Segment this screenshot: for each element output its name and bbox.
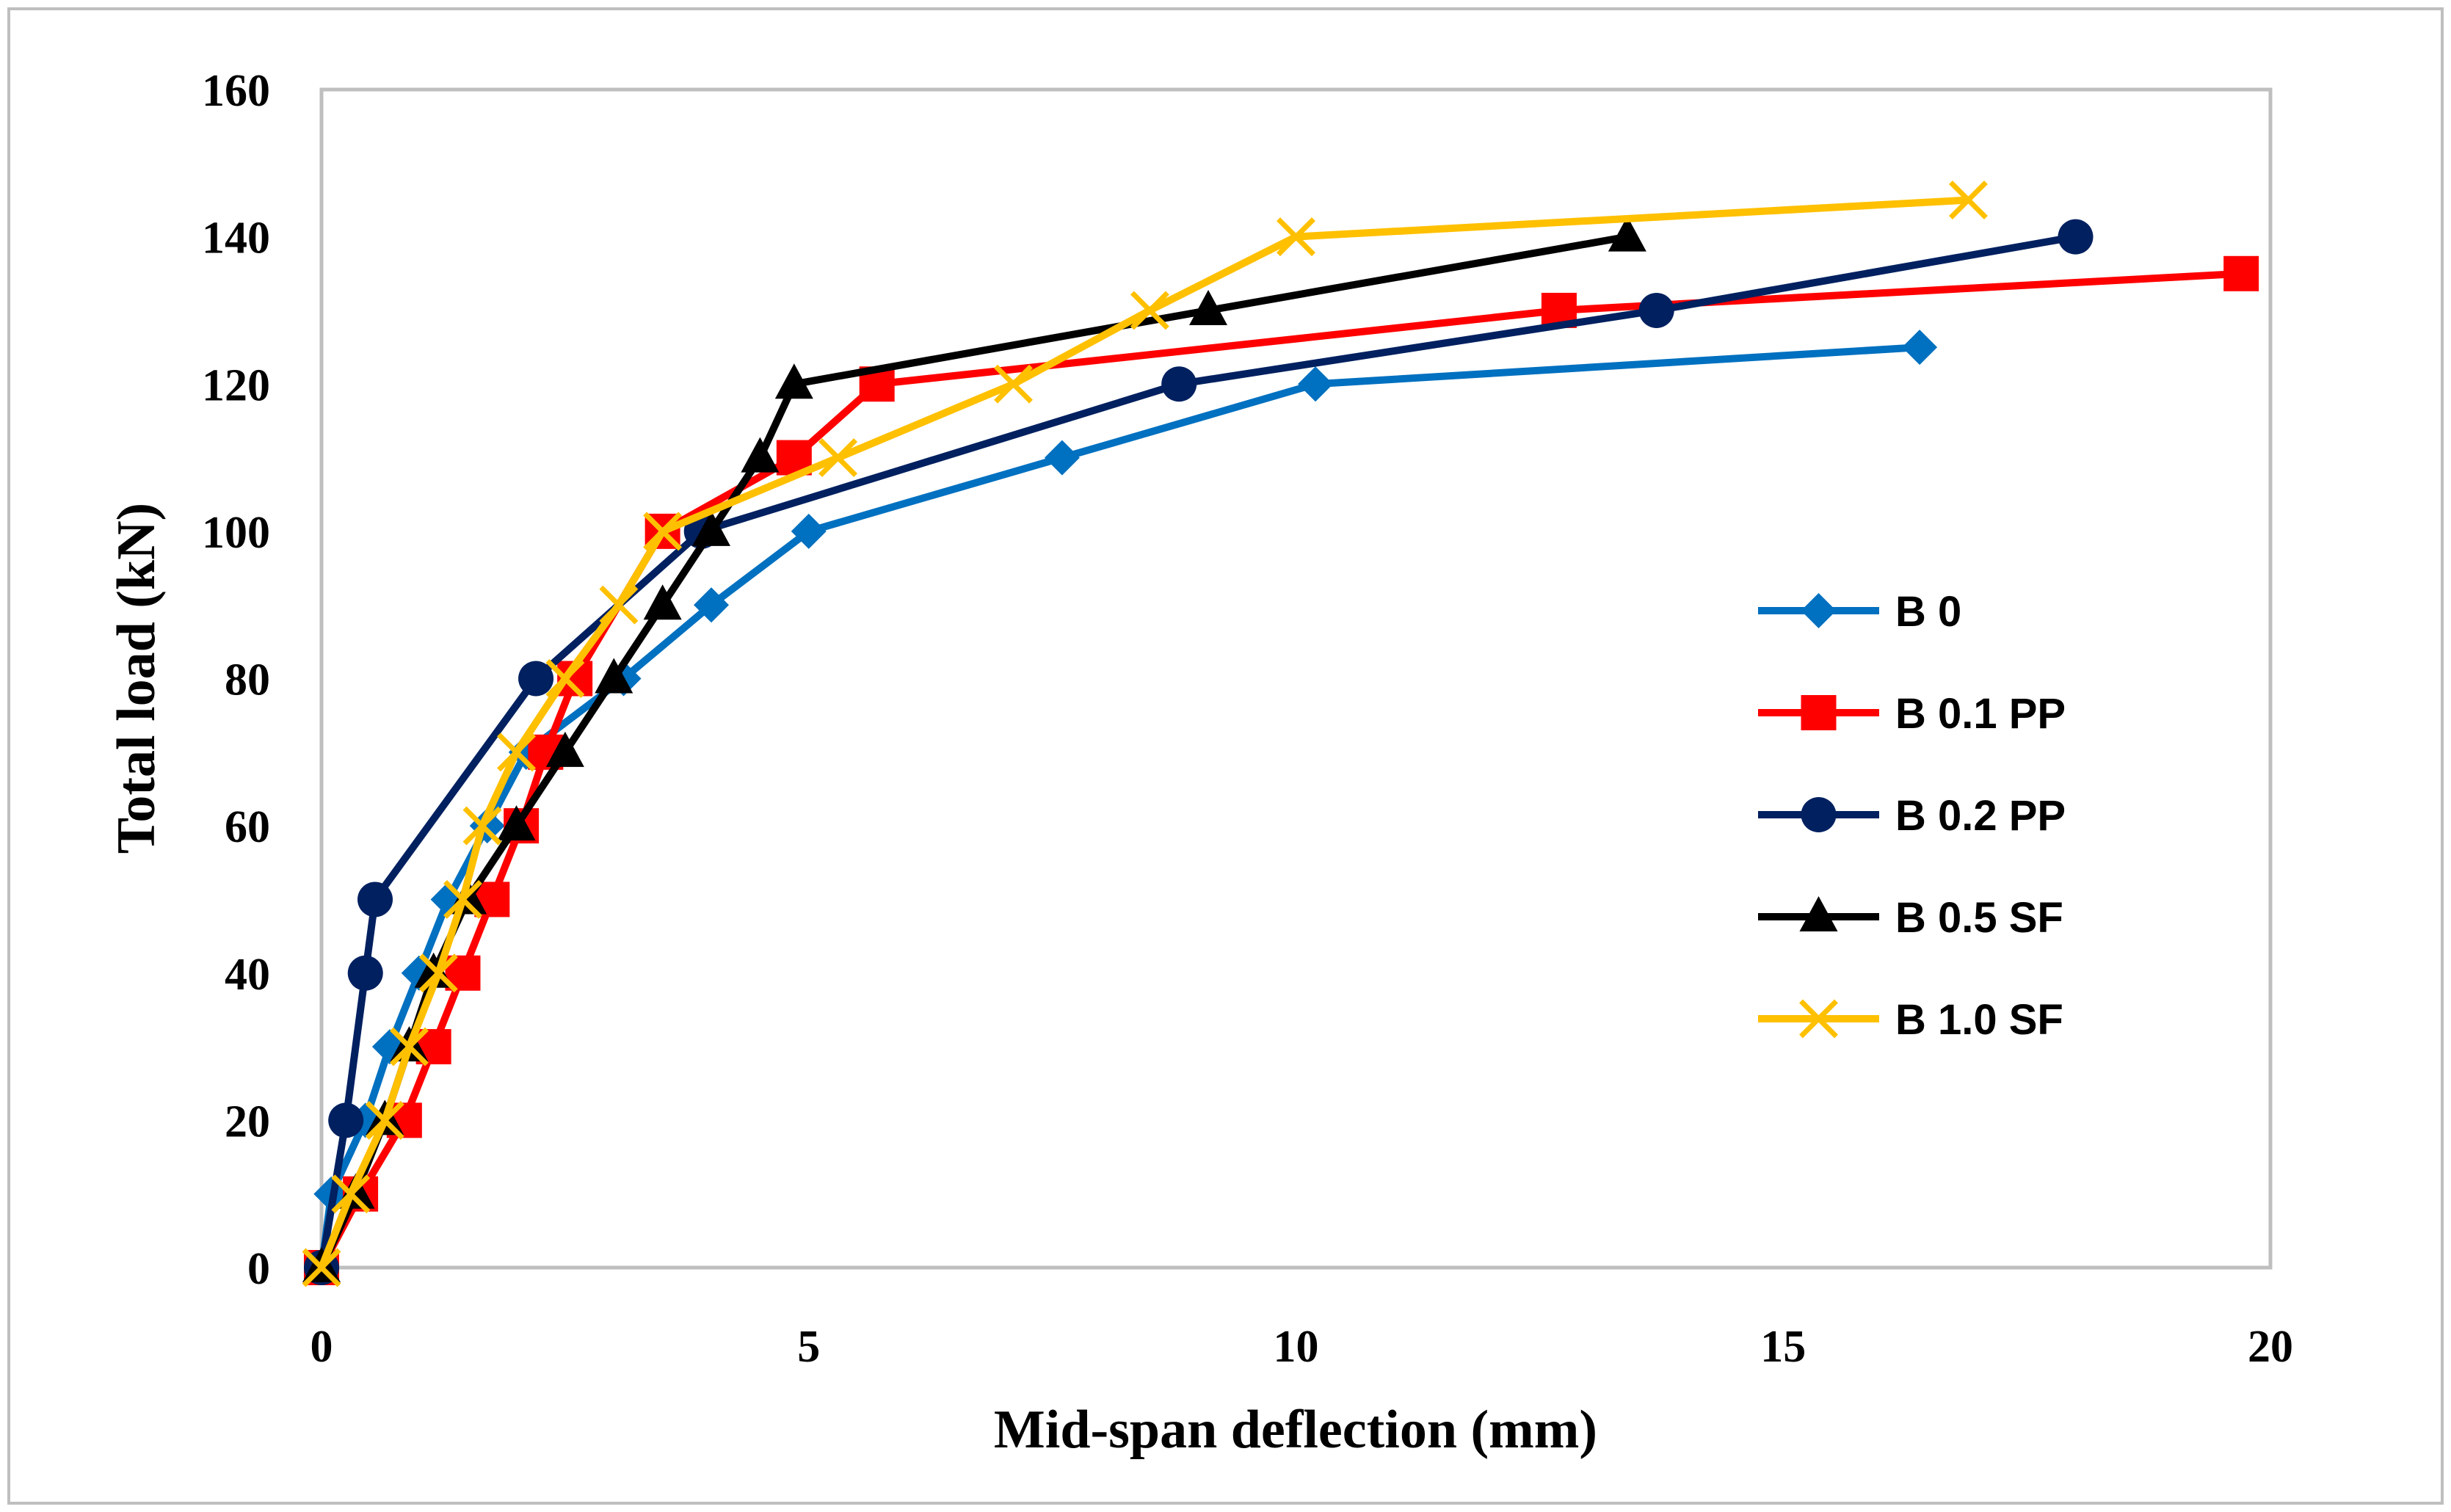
y-tick-label: 100 xyxy=(202,508,270,558)
data-point-b-1-0-sf xyxy=(331,1174,371,1214)
legend-label: B 0 xyxy=(1895,588,1961,636)
data-point-b-1-0-sf xyxy=(599,585,639,625)
legend-label: B 1.0 SF xyxy=(1895,996,2063,1044)
x-tick-label: 20 xyxy=(2248,1322,2293,1372)
data-point-b-0-5-sf xyxy=(692,510,730,546)
y-tick-label: 60 xyxy=(225,802,270,852)
data-point-b-0-5-sf xyxy=(1189,289,1228,325)
data-point-b-0-5-sf xyxy=(1608,216,1646,252)
data-point-b-0-2-pp xyxy=(1161,366,1197,402)
data-point-b-1-0-sf xyxy=(462,806,502,846)
legend-item-b-0-5-sf: B 0.5 SF xyxy=(1758,894,2063,942)
legend-label: B 0.5 SF xyxy=(1895,894,2063,942)
legend-item-b-0: B 0 xyxy=(1758,588,1961,636)
data-point-b-1-0-sf xyxy=(443,879,482,919)
legend-marker xyxy=(1799,999,1838,1039)
data-point-b-0-5-sf xyxy=(774,363,813,399)
data-point-b-0-2-pp xyxy=(1638,292,1674,328)
series-b-1-0-sf xyxy=(302,180,1988,1287)
data-point-b-1-0-sf xyxy=(994,364,1034,404)
data-point-b-0 xyxy=(1298,366,1334,402)
x-tick-label: 10 xyxy=(1274,1322,1319,1372)
legend-item-b-1-0-sf: B 1.0 SF xyxy=(1758,996,2063,1044)
data-point-b-1-0-sf xyxy=(643,512,683,551)
legend: B 0 B 0.1 PP B 0.2 PP B 0.5 SF B 1.0 SF xyxy=(1758,588,2066,1044)
y-tick-label: 120 xyxy=(202,360,270,410)
data-point-b-0 xyxy=(791,513,827,549)
y-axis-title: Total load (kN) xyxy=(106,503,167,854)
data-point-b-1-0-sf xyxy=(418,953,458,993)
data-point-b-1-0-sf xyxy=(1130,291,1169,330)
data-point-b-0-5-sf xyxy=(741,437,780,473)
data-point-b-0-2-pp xyxy=(2058,219,2094,255)
y-tick-label: 40 xyxy=(225,950,270,1000)
legend-marker xyxy=(1799,896,1838,931)
data-point-b-1-0-sf xyxy=(497,733,536,772)
series-layer xyxy=(302,180,2259,1287)
data-point-b-0-2-pp xyxy=(328,1102,364,1138)
y-tick-label: 20 xyxy=(225,1097,270,1146)
data-point-b-0-1-pp xyxy=(2223,255,2259,291)
y-tick-labels: 0 20 40 60 80 100 120 140 160 xyxy=(202,66,270,1294)
data-point-b-1-0-sf xyxy=(1277,217,1315,257)
data-point-b-1-0-sf xyxy=(545,659,585,698)
x-tick-labels: 0 5 10 15 20 xyxy=(311,1322,2294,1372)
data-point-b-0-2-pp xyxy=(357,882,393,917)
data-point-b-0-5-sf xyxy=(497,805,536,841)
data-point-b-0 xyxy=(694,587,729,623)
data-point-b-0-2-pp xyxy=(347,955,383,991)
data-point-b-0-5-sf xyxy=(545,731,584,767)
legend-item-b-0-1-pp: B 0.1 PP xyxy=(1758,690,2066,738)
y-tick-label: 0 xyxy=(247,1244,270,1294)
data-point-b-0-2-pp xyxy=(518,661,554,697)
x-tick-label: 5 xyxy=(797,1322,820,1372)
legend-item-b-0-2-pp: B 0.2 PP xyxy=(1758,792,2066,840)
data-point-b-0 xyxy=(1902,330,1938,366)
y-tick-label: 160 xyxy=(202,66,270,116)
data-point-b-1-0-sf xyxy=(390,1027,429,1066)
plot-area xyxy=(319,87,2273,1270)
data-point-b-0 xyxy=(1044,440,1080,476)
data-point-b-0-5-sf xyxy=(643,584,682,620)
series-line-b-1-0-sf xyxy=(318,196,1972,1271)
legend-label: B 0.1 PP xyxy=(1895,690,2066,738)
data-point-b-0-5-sf xyxy=(595,658,633,694)
legend-label: B 0.2 PP xyxy=(1895,792,2066,840)
legend-marker xyxy=(1801,797,1837,832)
x-tick-label: 0 xyxy=(311,1322,333,1372)
y-tick-label: 80 xyxy=(225,655,270,705)
data-point-b-1-0-sf xyxy=(818,438,858,478)
legend-marker xyxy=(1801,695,1837,730)
series-b-0-2-pp xyxy=(304,219,2094,1285)
legend-marker xyxy=(1801,593,1837,628)
y-tick-label: 140 xyxy=(202,214,270,263)
data-point-b-1-0-sf xyxy=(302,1248,341,1287)
data-point-b-1-0-sf xyxy=(1949,180,1988,219)
data-point-b-1-0-sf xyxy=(365,1100,404,1140)
x-tick-label: 15 xyxy=(1760,1322,1806,1372)
x-axis-title: Mid-span deflection (mm) xyxy=(994,1400,1597,1460)
